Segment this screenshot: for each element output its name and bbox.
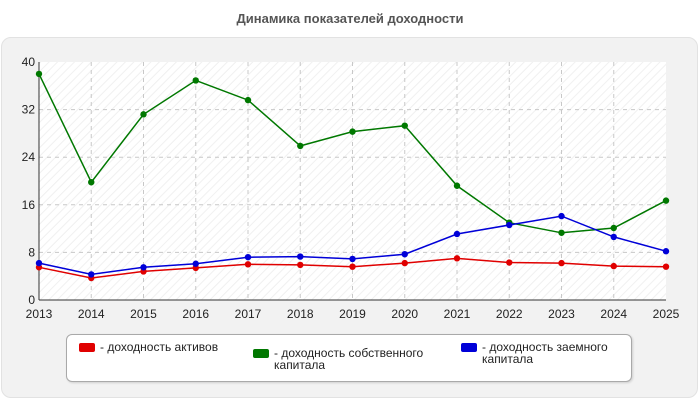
x-tick-label: 2019: [339, 307, 366, 321]
x-tick-label: 2023: [548, 307, 575, 321]
chart-title: Динамика показателей доходности: [236, 11, 464, 26]
series-1-point: [401, 122, 408, 129]
series-2-point: [297, 253, 304, 260]
series-1-point: [453, 182, 461, 189]
series-2-point: [453, 230, 461, 238]
series-0-point: [506, 259, 513, 266]
series-1-point: [140, 111, 147, 118]
x-tick-label: 2022: [496, 307, 523, 321]
legend-label-debt: - доходность заемного капитала: [482, 340, 608, 366]
legend: - доходность активов - доходность собств…: [66, 334, 632, 382]
series-1-point: [192, 77, 199, 84]
series-1-point: [297, 142, 304, 150]
series-0-point: [244, 261, 252, 268]
series-0-point: [662, 263, 670, 270]
series-2-point: [662, 248, 670, 255]
y-tick-label: 40: [22, 55, 36, 69]
legend-swatch-equity: [253, 349, 269, 358]
series-1-point: [662, 197, 670, 204]
x-tick-label: 2025: [653, 307, 680, 321]
series-1-point: [610, 224, 617, 232]
series-2-point: [88, 271, 95, 278]
series-2-point: [140, 264, 147, 271]
x-tick-label: 2021: [444, 307, 471, 321]
y-tick-label: 0: [28, 293, 35, 307]
series-2-point: [349, 255, 356, 263]
series-0-point: [558, 259, 565, 267]
legend-swatch-debt: [461, 343, 477, 352]
series-2-point: [610, 233, 617, 241]
x-tick-label: 2016: [182, 307, 209, 321]
y-tick-label: 8: [28, 245, 35, 259]
series-1-point: [558, 229, 565, 236]
x-tick-label: 2018: [287, 307, 314, 321]
legend-label-equity: - доходность собственного капитала: [274, 346, 424, 372]
series-2-point: [192, 260, 199, 267]
x-tick-label: 2024: [600, 307, 627, 321]
legend-label-assets: - доходность активов: [100, 340, 219, 354]
x-tick-label: 2020: [391, 307, 418, 321]
series-1-point: [244, 96, 252, 104]
series-2-point: [558, 212, 565, 220]
series-0-point: [610, 262, 617, 270]
series-0-point: [297, 261, 304, 269]
series-0-point: [401, 259, 408, 267]
series-0-point: [349, 263, 356, 270]
x-tick-label: 2017: [235, 307, 262, 321]
series-1-point: [35, 70, 43, 78]
x-tick-label: 2014: [78, 307, 105, 321]
series-2-point: [35, 259, 43, 267]
x-tick-label: 2013: [26, 307, 53, 321]
y-tick-label: 24: [22, 150, 36, 164]
series-2-point: [244, 253, 252, 261]
series-1-point: [88, 178, 95, 186]
legend-swatch-assets: [79, 343, 95, 352]
y-tick-label: 32: [22, 103, 36, 117]
series-2-point: [506, 221, 513, 229]
x-tick-label: 2015: [130, 307, 157, 321]
y-tick-label: 16: [22, 198, 36, 212]
series-0-point: [453, 255, 461, 262]
series-2-point: [401, 250, 408, 258]
series-1-point: [349, 128, 356, 135]
